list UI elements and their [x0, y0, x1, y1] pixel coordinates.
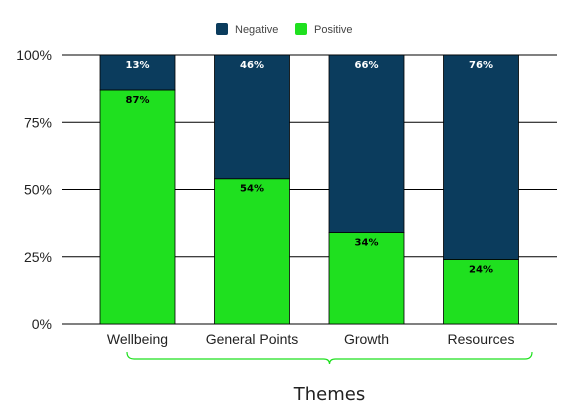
- category-label-growth: Growth: [344, 331, 389, 347]
- data-label-negative-resources: 76%: [469, 60, 493, 71]
- data-label-positive-wellbeing: 87%: [126, 95, 150, 106]
- y-tick-label: 100%: [16, 47, 52, 63]
- bar-data-labels: 87% 13% 54% 46% 34% 66% 24% 76%: [126, 60, 493, 275]
- data-label-positive-resources: 24%: [469, 264, 493, 275]
- legend-label-positive: Positive: [314, 24, 353, 36]
- legend: Negative Positive: [216, 23, 353, 36]
- x-axis-categories: Wellbeing General Points Growth Resources: [107, 331, 515, 347]
- category-label-general-points: General Points: [206, 331, 299, 347]
- bar-positive-general-points: [215, 179, 290, 324]
- y-tick-label: 25%: [24, 249, 52, 265]
- data-label-positive-growth: 34%: [355, 238, 379, 249]
- category-label-resources: Resources: [448, 331, 515, 347]
- category-bracket: [127, 352, 532, 364]
- y-tick-label: 75%: [24, 114, 52, 130]
- data-label-negative-wellbeing: 13%: [126, 60, 150, 71]
- bar-negative-growth: [329, 55, 404, 233]
- y-tick-label: 0%: [32, 316, 52, 332]
- bar-negative-general-points: [215, 55, 290, 179]
- legend-label-negative: Negative: [235, 24, 278, 36]
- bar-positive-wellbeing: [100, 90, 175, 324]
- bar-negative-resources: [444, 55, 519, 259]
- data-label-negative-growth: 66%: [355, 60, 379, 71]
- legend-swatch-negative: [216, 23, 228, 35]
- legend-swatch-positive: [295, 23, 307, 35]
- y-tick-label: 50%: [24, 182, 52, 198]
- category-label-wellbeing: Wellbeing: [107, 331, 168, 347]
- data-label-positive-general-points: 54%: [240, 184, 264, 195]
- x-axis-title: Themes: [293, 384, 365, 405]
- data-label-negative-general-points: 46%: [240, 60, 264, 71]
- y-axis-ticks: 0% 25% 50% 75% 100%: [16, 47, 52, 332]
